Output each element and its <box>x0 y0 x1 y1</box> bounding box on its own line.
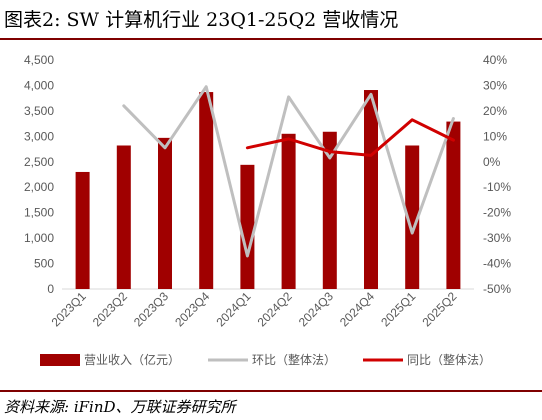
right-axis: -50% -40% -30% -20% -10% 0% 10% 20% 30% 40% <box>483 53 511 296</box>
left-tick-label: 4,500 <box>24 53 54 67</box>
chart-title: 图表2: SW 计算机行业 23Q1-25Q2 营收情况 <box>4 9 399 31</box>
right-tick-label: -30% <box>483 231 511 245</box>
title-bar: 图表2: SW 计算机行业 23Q1-25Q2 营收情况 <box>0 0 542 40</box>
left-tick-label: 3,000 <box>24 129 54 143</box>
chart-area: 0 500 1,000 1,500 2,000 2,500 3,000 3,500 4,000 4… <box>24 53 511 367</box>
legend: 营业收入（亿元） 环比（整体法） 同比（整体法） <box>40 352 491 367</box>
bar <box>446 121 461 289</box>
bar <box>364 90 378 289</box>
left-tick-label: 0 <box>47 282 54 296</box>
qoq-line <box>122 85 455 258</box>
right-tick-label: 0% <box>483 155 501 169</box>
x-tick-label: 2024Q3 <box>296 289 336 329</box>
bar <box>240 164 255 289</box>
left-tick-label: 1,000 <box>24 231 54 245</box>
line-series <box>122 85 455 258</box>
x-tick-label: 2023Q4 <box>172 289 212 329</box>
bar <box>405 145 420 289</box>
right-tick-label: -40% <box>483 257 511 271</box>
legend-label: 同比（整体法） <box>407 352 491 367</box>
bar <box>322 131 337 289</box>
bar <box>116 145 131 289</box>
bar <box>158 137 172 289</box>
source-bar: 资料来源: iFinD、万联证券研究所 <box>0 390 542 420</box>
left-tick-label: 2,500 <box>24 155 54 169</box>
right-tick-label: -20% <box>483 206 511 220</box>
x-tick-label: 2024Q2 <box>255 289 295 329</box>
bar-series <box>75 90 461 289</box>
right-tick-label: 20% <box>483 104 507 118</box>
bar <box>75 171 90 289</box>
bar <box>199 92 214 289</box>
right-tick-label: -50% <box>483 282 511 296</box>
right-tick-label: 10% <box>483 129 507 143</box>
x-tick-label: 2025Q2 <box>419 289 459 329</box>
left-tick-label: 3,500 <box>24 104 54 118</box>
x-axis: 2023Q1 2023Q2 2023Q3 2023Q4 2024Q1 2024Q2 2024… <box>49 289 460 329</box>
source-note: 资料来源: iFinD、万联证券研究所 <box>4 398 236 416</box>
x-tick-label: 2024Q4 <box>337 289 377 329</box>
x-tick-label: 2024Q1 <box>213 289 253 329</box>
legend-swatch <box>40 354 80 366</box>
x-tick-label: 2023Q2 <box>90 289 130 329</box>
left-axis: 0 500 1,000 1,500 2,000 2,500 3,000 3,500 4,000 4… <box>24 53 54 296</box>
bar <box>281 133 296 289</box>
left-tick-label: 2,000 <box>24 180 54 194</box>
right-tick-label: 40% <box>483 53 507 67</box>
left-tick-label: 4,000 <box>24 78 54 92</box>
x-tick-label: 2023Q3 <box>131 289 171 329</box>
x-tick-label: 2025Q1 <box>378 289 418 329</box>
left-tick-label: 500 <box>34 257 54 271</box>
x-tick-label: 2023Q1 <box>49 289 89 329</box>
legend-label: 营业收入（亿元） <box>84 352 180 367</box>
right-tick-label: -10% <box>483 180 511 194</box>
legend-label: 环比（整体法） <box>252 352 336 367</box>
right-tick-label: 30% <box>483 78 507 92</box>
left-tick-label: 1,500 <box>24 206 54 220</box>
yoy-line <box>245 118 455 157</box>
